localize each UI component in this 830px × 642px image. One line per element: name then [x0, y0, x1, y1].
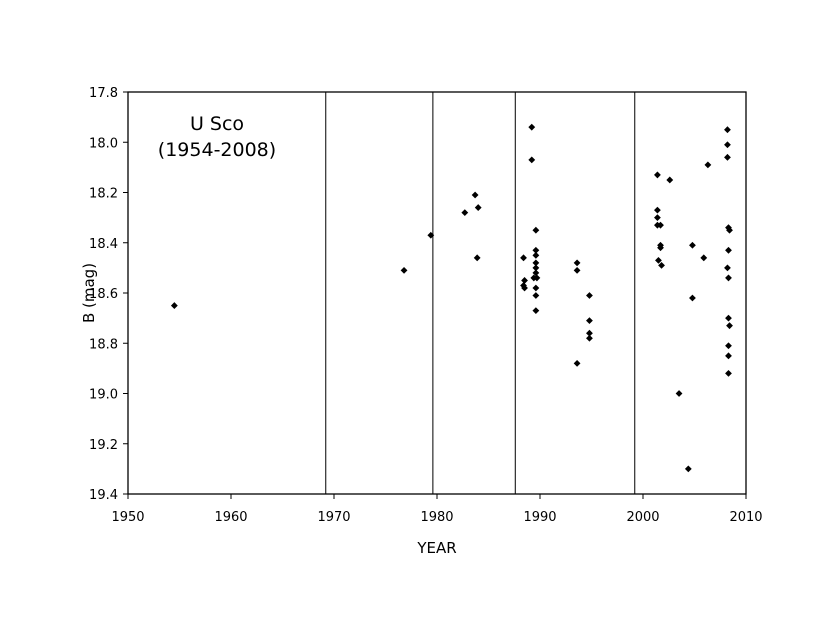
y-tick-label: 19.0	[89, 388, 118, 403]
data-point	[532, 264, 540, 272]
data-point	[657, 244, 664, 252]
annotation-line-1: U Sco	[190, 113, 244, 135]
data-point	[724, 141, 731, 149]
data-point	[586, 329, 593, 337]
y-tick-label: 19.4	[89, 488, 118, 503]
data-point	[655, 256, 662, 264]
data-point	[400, 266, 408, 274]
data-point	[725, 342, 732, 350]
x-tick-label: 2000	[626, 510, 659, 525]
data-point	[461, 209, 469, 216]
annotation-line-2: (1954-2008)	[158, 139, 276, 161]
x-axis: 1950 1960 1970 1980 1990 2000 2010	[111, 494, 763, 525]
data-point	[532, 251, 540, 259]
data-point	[726, 322, 733, 330]
data-point	[725, 246, 732, 254]
y-tick-label: 18.6	[89, 287, 118, 302]
x-tick-label: 2010	[729, 510, 762, 525]
eruption-lines	[325, 92, 636, 494]
data-point	[532, 226, 540, 234]
data-point	[533, 274, 541, 282]
y-tick-label: 18.0	[89, 136, 118, 151]
data-point	[725, 370, 732, 377]
data-point	[573, 359, 581, 367]
data-point	[471, 191, 479, 199]
data-point	[528, 156, 536, 164]
data-point	[666, 176, 674, 184]
data-point	[573, 259, 581, 267]
data-point	[520, 254, 527, 262]
data-point	[726, 226, 733, 234]
x-tick-label: 1980	[420, 510, 453, 525]
data-point	[474, 204, 482, 211]
x-tick-label: 1970	[317, 510, 350, 525]
data-point	[725, 352, 732, 360]
data-point	[675, 390, 683, 397]
y-tick-label: 18.2	[89, 187, 118, 202]
data-point	[586, 292, 593, 299]
data-point	[700, 254, 708, 262]
y-tick-label: 18.8	[89, 337, 118, 352]
data-point	[725, 274, 732, 282]
data-point	[684, 465, 692, 473]
data-point	[724, 264, 731, 272]
y-tick-label: 17.8	[89, 86, 118, 101]
data-point	[725, 314, 732, 322]
y-axis: 17.8 18.0 18.2 18.4 18.6 18.8 19.0 19.2 19.4	[89, 86, 128, 503]
data-point	[689, 241, 696, 249]
data-point	[586, 317, 593, 325]
data-point	[532, 307, 540, 314]
data-point	[532, 259, 540, 267]
data-point	[521, 277, 528, 284]
data-point	[521, 284, 528, 292]
data-point	[532, 246, 540, 254]
x-tick-label: 1950	[111, 510, 144, 525]
data-point	[654, 214, 661, 222]
data-points	[170, 123, 733, 473]
data-point	[586, 334, 593, 342]
data-point	[724, 153, 731, 161]
y-tick-label: 18.4	[89, 237, 118, 252]
x-axis-title: YEAR	[416, 539, 456, 557]
data-point	[532, 292, 540, 299]
data-point	[654, 171, 661, 179]
y-tick-label: 19.2	[89, 438, 118, 453]
data-point	[658, 261, 665, 269]
data-point	[657, 221, 664, 229]
plot-area	[127, 91, 747, 495]
x-tick-label: 1960	[214, 510, 247, 525]
data-point	[473, 254, 481, 262]
data-point	[170, 302, 178, 309]
data-point	[689, 294, 696, 302]
x-tick-label: 1990	[523, 510, 556, 525]
data-point	[573, 266, 581, 274]
data-point	[704, 161, 712, 169]
data-point	[654, 206, 661, 214]
data-point	[532, 269, 540, 277]
data-point	[427, 231, 435, 239]
y-axis-title: B (mag)	[80, 263, 98, 323]
data-point	[532, 284, 540, 292]
data-point	[528, 123, 536, 131]
data-point	[724, 126, 731, 134]
